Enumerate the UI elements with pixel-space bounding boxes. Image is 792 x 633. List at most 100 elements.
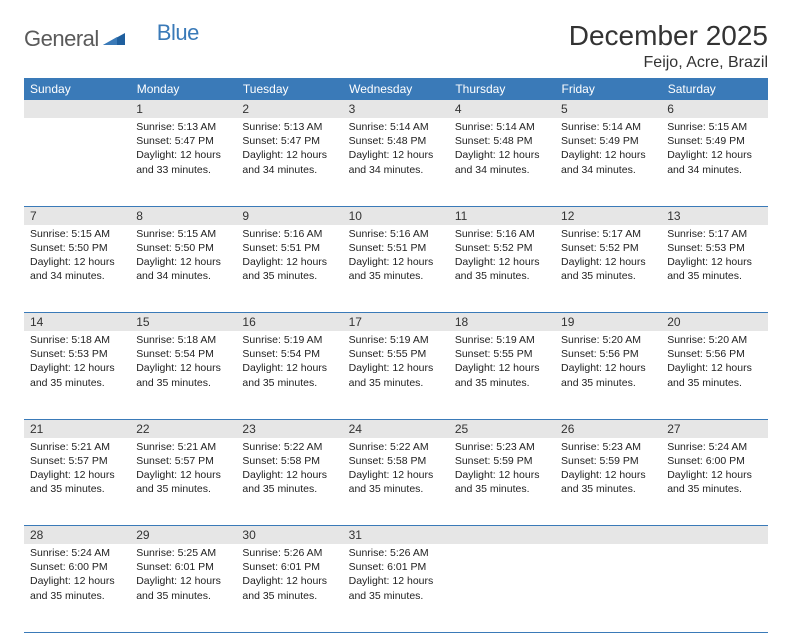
- sunrise-text: Sunrise: 5:15 AM: [667, 120, 761, 134]
- sunrise-text: Sunrise: 5:23 AM: [455, 440, 549, 454]
- day-cell-body: Sunrise: 5:15 AMSunset: 5:49 PMDaylight:…: [661, 118, 767, 181]
- day-cell: Sunrise: 5:21 AMSunset: 5:57 PMDaylight:…: [24, 438, 130, 526]
- daylight-text: Daylight: 12 hours and 35 minutes.: [349, 468, 443, 496]
- daylight-text: Daylight: 12 hours and 35 minutes.: [349, 574, 443, 602]
- day-cell-body: Sunrise: 5:20 AMSunset: 5:56 PMDaylight:…: [555, 331, 661, 394]
- day-cell-body: Sunrise: 5:22 AMSunset: 5:58 PMDaylight:…: [343, 438, 449, 501]
- day-number: 6: [661, 100, 767, 118]
- sunset-text: Sunset: 5:57 PM: [136, 454, 230, 468]
- day-number: 8: [130, 206, 236, 225]
- day-number-row: 78910111213: [24, 206, 768, 225]
- logo-triangle-icon: [103, 29, 125, 50]
- brand-logo: General Blue: [24, 20, 199, 52]
- day-cell: Sunrise: 5:13 AMSunset: 5:47 PMDaylight:…: [236, 118, 342, 206]
- month-title: December 2025: [569, 20, 768, 52]
- sunset-text: Sunset: 5:53 PM: [667, 241, 761, 255]
- daylight-text: Daylight: 12 hours and 34 minutes.: [455, 148, 549, 176]
- day-cell: Sunrise: 5:24 AMSunset: 6:00 PMDaylight:…: [24, 544, 130, 632]
- daylight-text: Daylight: 12 hours and 35 minutes.: [242, 468, 336, 496]
- day-cell-body: Sunrise: 5:26 AMSunset: 6:01 PMDaylight:…: [236, 544, 342, 607]
- sunrise-text: Sunrise: 5:14 AM: [561, 120, 655, 134]
- day-number: 17: [343, 313, 449, 332]
- sunrise-text: Sunrise: 5:13 AM: [136, 120, 230, 134]
- sunrise-text: Sunrise: 5:19 AM: [349, 333, 443, 347]
- day-cell-body: Sunrise: 5:18 AMSunset: 5:54 PMDaylight:…: [130, 331, 236, 394]
- location-text: Feijo, Acre, Brazil: [569, 54, 768, 72]
- daylight-text: Daylight: 12 hours and 34 minutes.: [667, 148, 761, 176]
- sunrise-text: Sunrise: 5:18 AM: [136, 333, 230, 347]
- day-number: 21: [24, 419, 130, 438]
- sunset-text: Sunset: 6:00 PM: [667, 454, 761, 468]
- sunrise-text: Sunrise: 5:25 AM: [136, 546, 230, 560]
- sunrise-text: Sunrise: 5:21 AM: [136, 440, 230, 454]
- sunset-text: Sunset: 5:48 PM: [349, 134, 443, 148]
- sunrise-text: Sunrise: 5:23 AM: [561, 440, 655, 454]
- day-number: 11: [449, 206, 555, 225]
- day-number: 19: [555, 313, 661, 332]
- day-number: 27: [661, 419, 767, 438]
- daylight-text: Daylight: 12 hours and 35 minutes.: [136, 361, 230, 389]
- sunset-text: Sunset: 5:51 PM: [242, 241, 336, 255]
- day-cell: Sunrise: 5:18 AMSunset: 5:54 PMDaylight:…: [130, 331, 236, 419]
- day-cell: Sunrise: 5:16 AMSunset: 5:51 PMDaylight:…: [236, 225, 342, 313]
- day-number: 9: [236, 206, 342, 225]
- day-cell: Sunrise: 5:17 AMSunset: 5:52 PMDaylight:…: [555, 225, 661, 313]
- day-cell-body: Sunrise: 5:13 AMSunset: 5:47 PMDaylight:…: [130, 118, 236, 181]
- sunset-text: Sunset: 5:52 PM: [561, 241, 655, 255]
- sunrise-text: Sunrise: 5:14 AM: [455, 120, 549, 134]
- day-cell-body: Sunrise: 5:25 AMSunset: 6:01 PMDaylight:…: [130, 544, 236, 607]
- day-cell: Sunrise: 5:20 AMSunset: 5:56 PMDaylight:…: [555, 331, 661, 419]
- daylight-text: Daylight: 12 hours and 35 minutes.: [667, 468, 761, 496]
- daylight-text: Daylight: 12 hours and 35 minutes.: [561, 468, 655, 496]
- day-number: [449, 526, 555, 545]
- day-number: 14: [24, 313, 130, 332]
- day-number: 12: [555, 206, 661, 225]
- day-number: 23: [236, 419, 342, 438]
- day-cell: Sunrise: 5:25 AMSunset: 6:01 PMDaylight:…: [130, 544, 236, 632]
- day-cell-body: [555, 544, 661, 550]
- day-cell-body: [661, 544, 767, 550]
- day-number: 31: [343, 526, 449, 545]
- sunset-text: Sunset: 5:54 PM: [242, 347, 336, 361]
- sunset-text: Sunset: 6:01 PM: [349, 560, 443, 574]
- sunrise-text: Sunrise: 5:22 AM: [349, 440, 443, 454]
- sunrise-text: Sunrise: 5:15 AM: [136, 227, 230, 241]
- day-cell: Sunrise: 5:26 AMSunset: 6:01 PMDaylight:…: [236, 544, 342, 632]
- daylight-text: Daylight: 12 hours and 35 minutes.: [561, 255, 655, 283]
- day-cell-body: Sunrise: 5:23 AMSunset: 5:59 PMDaylight:…: [449, 438, 555, 501]
- day-number: 28: [24, 526, 130, 545]
- day-cell-body: Sunrise: 5:16 AMSunset: 5:51 PMDaylight:…: [236, 225, 342, 288]
- day-number: 30: [236, 526, 342, 545]
- sunrise-text: Sunrise: 5:24 AM: [30, 546, 124, 560]
- day-number: 15: [130, 313, 236, 332]
- page-header: General Blue December 2025 Feijo, Acre, …: [24, 20, 768, 72]
- sunrise-text: Sunrise: 5:20 AM: [561, 333, 655, 347]
- sunrise-text: Sunrise: 5:22 AM: [242, 440, 336, 454]
- week-row: Sunrise: 5:21 AMSunset: 5:57 PMDaylight:…: [24, 438, 768, 526]
- day-number-row: 21222324252627: [24, 419, 768, 438]
- day-cell: Sunrise: 5:16 AMSunset: 5:51 PMDaylight:…: [343, 225, 449, 313]
- day-cell: Sunrise: 5:21 AMSunset: 5:57 PMDaylight:…: [130, 438, 236, 526]
- day-cell-body: Sunrise: 5:18 AMSunset: 5:53 PMDaylight:…: [24, 331, 130, 394]
- sunset-text: Sunset: 5:48 PM: [455, 134, 549, 148]
- daylight-text: Daylight: 12 hours and 34 minutes.: [242, 148, 336, 176]
- daylight-text: Daylight: 12 hours and 33 minutes.: [136, 148, 230, 176]
- sunset-text: Sunset: 5:55 PM: [349, 347, 443, 361]
- sunset-text: Sunset: 5:47 PM: [242, 134, 336, 148]
- title-block: December 2025 Feijo, Acre, Brazil: [569, 20, 768, 72]
- day-number-row: 28293031: [24, 526, 768, 545]
- day-number: 2: [236, 100, 342, 118]
- day-cell: Sunrise: 5:15 AMSunset: 5:49 PMDaylight:…: [661, 118, 767, 206]
- day-number: 29: [130, 526, 236, 545]
- day-cell: [555, 544, 661, 632]
- daylight-text: Daylight: 12 hours and 35 minutes.: [455, 468, 549, 496]
- sunrise-text: Sunrise: 5:19 AM: [455, 333, 549, 347]
- calendar-table: Sunday Monday Tuesday Wednesday Thursday…: [24, 78, 768, 633]
- day-cell-body: [24, 118, 130, 124]
- day-number: [24, 100, 130, 118]
- sunset-text: Sunset: 5:57 PM: [30, 454, 124, 468]
- daylight-text: Daylight: 12 hours and 35 minutes.: [30, 574, 124, 602]
- sunrise-text: Sunrise: 5:17 AM: [561, 227, 655, 241]
- weekday-header: Friday: [555, 78, 661, 100]
- sunset-text: Sunset: 6:01 PM: [242, 560, 336, 574]
